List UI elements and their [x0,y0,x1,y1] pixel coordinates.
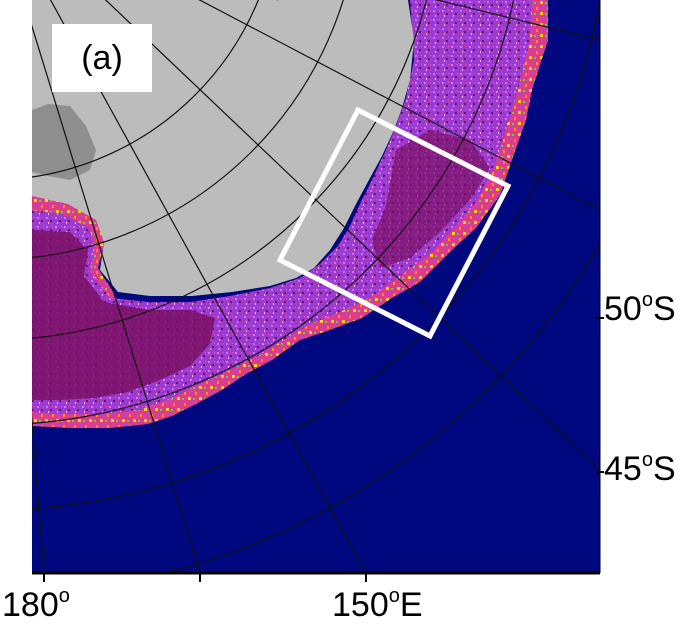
panel-label: (a) [52,24,152,92]
graticule [32,0,600,573]
latitude-label-50s: 50oS [604,289,676,328]
ice-shelf [32,104,96,180]
longitude-label-150e: 150oE [332,585,423,624]
study-area-box [276,106,512,340]
latitude-label-45s: 45oS [604,449,676,488]
longitude-label-180: 180o [2,585,70,624]
dense-ice-patch [32,230,215,400]
